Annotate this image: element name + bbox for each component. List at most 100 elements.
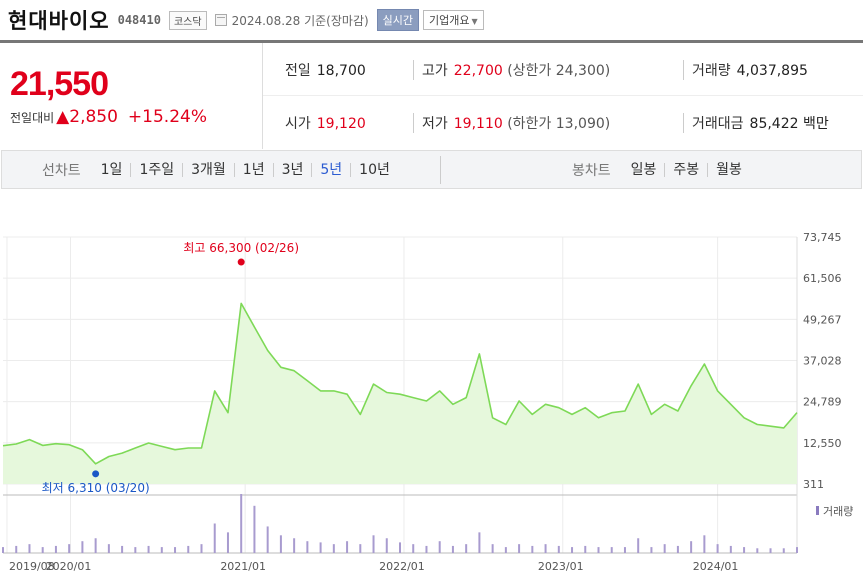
volume-bar (769, 548, 772, 553)
max-marker (237, 258, 245, 266)
volume-bar (465, 544, 468, 553)
stat-value: 22,700 (453, 63, 503, 79)
volume-bar (68, 544, 71, 553)
volume-bar (332, 544, 335, 553)
volume-bar (690, 541, 693, 553)
company-name: 현대바이오 (8, 9, 110, 33)
tab-daily[interactable]: 일봉 (630, 161, 657, 178)
price-chart-svg: 73,745 61,506 49,267 37,028 24,789 12,550 311 2… (2, 231, 853, 573)
volume-bar (279, 535, 282, 553)
volume-bar (200, 544, 203, 553)
tab-10y[interactable]: 10년 (350, 162, 398, 177)
stat-value: 19,120 (316, 116, 366, 132)
candle-chart-label: 봉차트 (572, 162, 611, 179)
min-marker (92, 470, 100, 478)
tab-1d[interactable]: 1일 (100, 161, 123, 178)
stat-low: 저가 19,110 (하한가 13,090) (413, 113, 610, 133)
volume-bar (187, 545, 190, 553)
up-arrow-icon: ▲ (56, 107, 70, 127)
volume-bar (160, 547, 163, 553)
volume-bar (557, 545, 560, 553)
stat-value: 19,110 (453, 116, 503, 132)
change-label: 전일대비 (10, 111, 55, 125)
volume-bar (372, 535, 375, 553)
volume-bar (147, 545, 150, 553)
tab-monthly[interactable]: 월봉 (707, 162, 750, 177)
volume-bar (54, 545, 57, 553)
price-summary: 21,550 전일대비 ▲2,850 +15.24% (0, 43, 263, 149)
volume-bar (451, 545, 454, 553)
y-tick-label: 12,550 (803, 437, 842, 450)
company-info-button[interactable]: 기업개요 ▼ (423, 10, 484, 30)
volume-bar (729, 545, 732, 553)
volume-bar (213, 523, 216, 553)
stat-value: 18,700 (316, 63, 366, 79)
volume-bar (584, 545, 587, 553)
volume-bar (623, 547, 626, 553)
volume-bar (571, 547, 574, 553)
company-info-label: 기업개요 (429, 14, 470, 27)
tab-3y[interactable]: 3년 (272, 162, 312, 177)
stat-volume: 거래량 4,037,895 (683, 60, 808, 80)
tab-1w[interactable]: 1주일 (130, 162, 182, 177)
volume-bar (756, 548, 759, 553)
min-label: 최저 6,310 (03/20) (42, 481, 150, 495)
volume-legend-swatch (816, 506, 819, 515)
line-chart-tabs: 선차트 1일 1주일 3개월 1년 3년 5년 10년 (42, 151, 398, 188)
volume-bar (412, 544, 415, 553)
volume-bar (28, 544, 31, 553)
volume-bar (518, 544, 521, 553)
tab-1y[interactable]: 1년 (233, 162, 273, 177)
volume-bar (650, 547, 653, 553)
volume-bar (663, 544, 666, 553)
volume-bar (531, 545, 534, 553)
max-label: 최고 66,300 (02/26) (183, 241, 299, 255)
change-percent: +15.24% (127, 107, 207, 127)
y-tick-label: 61,506 (803, 272, 842, 285)
stock-code: 048410 (117, 13, 161, 27)
stat-open: 시가 19,120 (285, 113, 366, 133)
chart-period-tabs: 선차트 1일 1주일 3개월 1년 3년 5년 10년 봉차트 일봉 주봉 월봉 (1, 150, 862, 189)
stat-label: 전일 (285, 63, 311, 79)
volume-legend-label: 거래량 (823, 505, 853, 518)
x-tick-label: 2023/01 (538, 560, 584, 573)
lower-limit: (하한가 13,090) (507, 116, 611, 132)
stat-label: 저가 (422, 116, 448, 132)
header-divider (0, 40, 863, 43)
stat-label: 시가 (285, 116, 311, 132)
x-tick-label: 2022/01 (379, 560, 425, 573)
volume-bar (94, 538, 97, 553)
tab-5y[interactable]: 5년 (311, 162, 350, 177)
volume-bar (385, 538, 388, 553)
line-chart-label: 선차트 (42, 162, 81, 179)
volume-bar (2, 547, 4, 553)
volume-bar (716, 544, 719, 553)
volume-bar (504, 547, 507, 553)
x-tick-label: 2024/01 (693, 560, 739, 573)
price-line (2, 302, 798, 465)
volume-bar (796, 547, 798, 553)
volume-bar (293, 538, 296, 553)
x-tick-label: 2021/01 (220, 560, 266, 573)
tab-weekly[interactable]: 주봉 (664, 162, 707, 177)
tab-divider (440, 156, 441, 184)
volume-bar (319, 542, 322, 553)
candle-chart-tabs: 봉차트 일봉 주봉 월봉 (572, 151, 750, 188)
volume-bar (597, 547, 600, 553)
stat-value: 4,037,895 (736, 63, 808, 79)
current-price: 21,550 (10, 65, 109, 103)
tab-3m[interactable]: 3개월 (182, 162, 234, 177)
volume-bar (107, 544, 110, 553)
dropdown-arrow-icon: ▼ (471, 17, 478, 26)
volume-bar (306, 541, 309, 553)
stock-header: 현대바이오 048410 코스닥 2024.08.28 기준(장마감) 실시간 … (0, 0, 863, 40)
volume-bar (610, 547, 613, 553)
volume-bar (121, 545, 124, 553)
change-value: 2,850 (69, 107, 118, 127)
volume-bar (425, 545, 428, 553)
price-stats: 전일 18,700 고가 22,700 (상한가 24,300) 거래량 4,037,… (263, 43, 863, 149)
stat-label: 고가 (422, 63, 448, 79)
realtime-button[interactable]: 실시간 (376, 9, 420, 31)
y-tick-label: 24,789 (803, 396, 842, 409)
y-tick-label: 49,267 (803, 313, 842, 326)
